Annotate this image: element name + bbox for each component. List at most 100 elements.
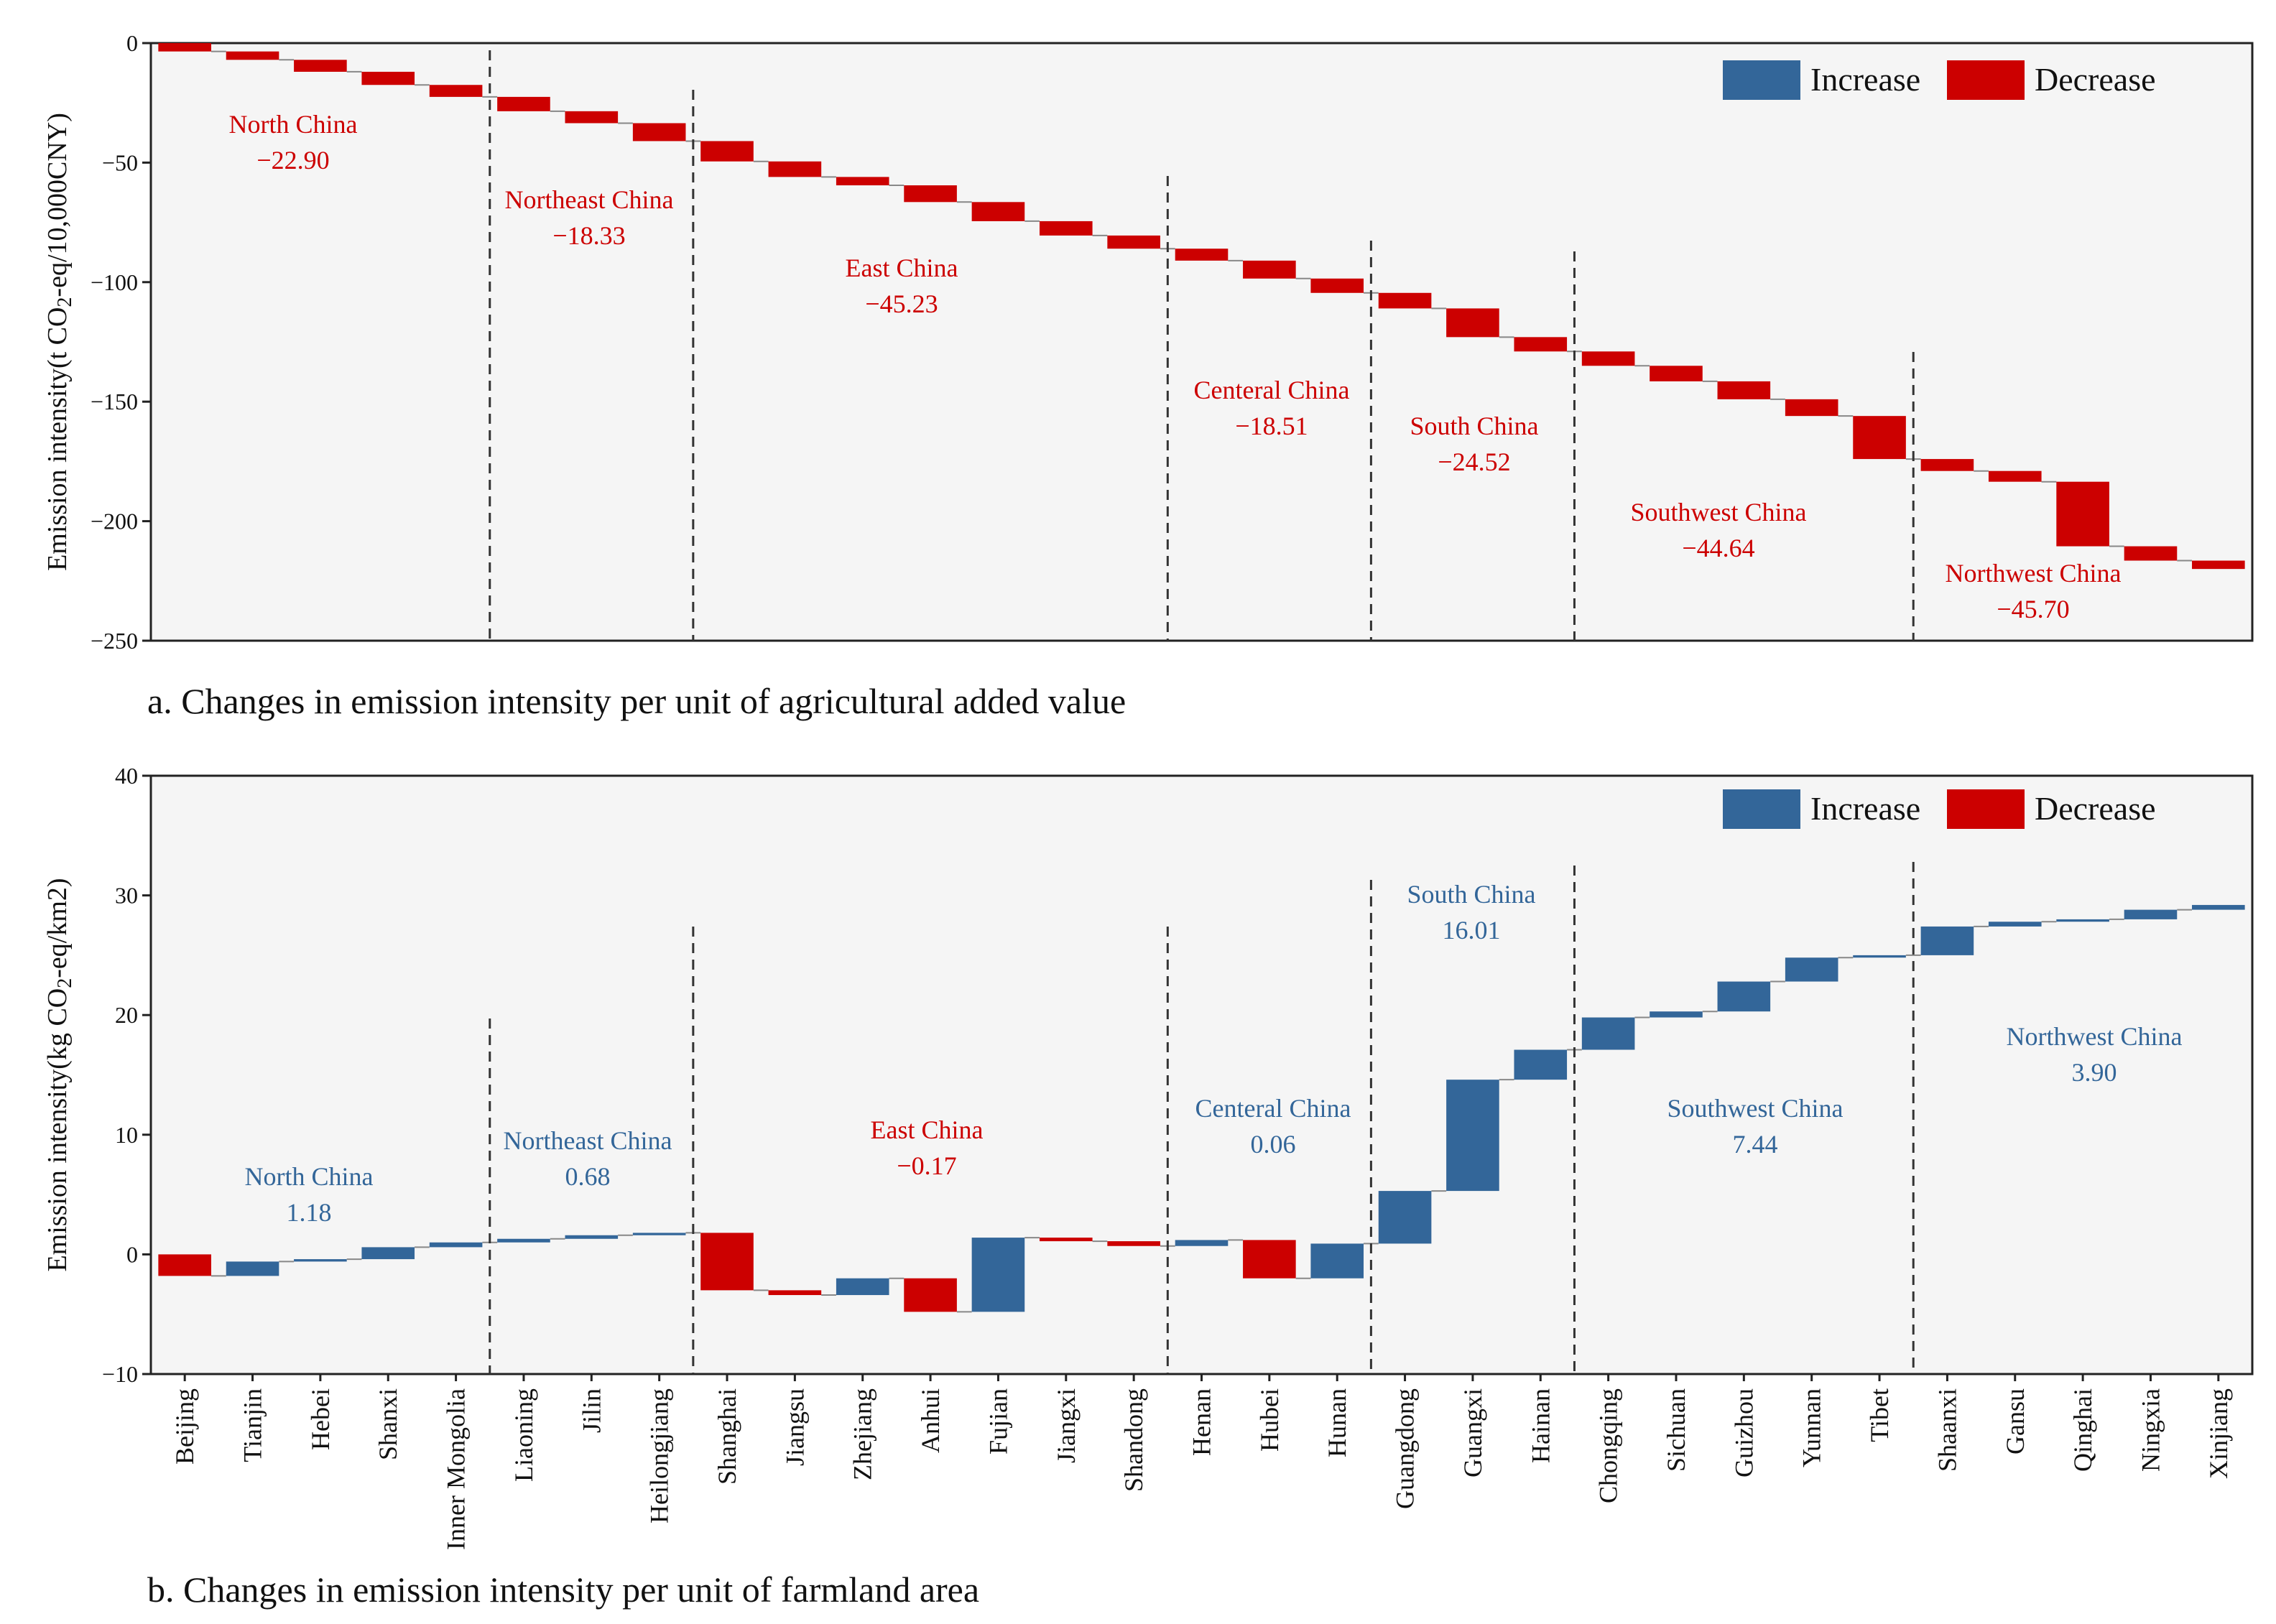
x-tick-label-shaanxi: Shaanxi: [1933, 1388, 1961, 1472]
bar-chongqing: [1581, 1017, 1635, 1050]
bar-hubei: [1243, 260, 1296, 279]
bar-inner-mongolia: [429, 85, 483, 97]
bar-tianjin: [226, 1261, 279, 1276]
bar-fujian: [971, 202, 1025, 221]
bar-jiangxi: [1039, 1238, 1093, 1242]
bar-tianjin: [226, 51, 279, 60]
x-tick-label-jiangsu: Jiangsu: [780, 1388, 809, 1466]
x-tick-label-guizhou: Guizhou: [1729, 1388, 1758, 1477]
bar-ningxia: [2124, 546, 2178, 561]
x-tick-label-yunnan: Yunnan: [1798, 1388, 1826, 1467]
x-tick-label-shandong: Shandong: [1119, 1388, 1148, 1492]
bar-ningxia: [2124, 909, 2178, 919]
bar-heilongjiang: [632, 1233, 686, 1235]
x-tick-label-qinghai: Qinghai: [2068, 1388, 2097, 1472]
bar-liaoning: [497, 96, 550, 111]
legend-swatch-decrease: [1947, 60, 2025, 100]
bar-hebei: [294, 60, 347, 72]
x-tick-label-beijing: Beijing: [170, 1388, 199, 1465]
bar-guangxi: [1446, 1080, 1499, 1192]
panel-caption: a. Changes in emission intensity per uni…: [147, 681, 1126, 721]
bar-guangxi: [1446, 308, 1499, 338]
bar-beijing: [158, 43, 211, 52]
legend-swatch-increase: [1723, 789, 1800, 829]
x-tick-label-heilongjiang: Heilongjiang: [645, 1388, 674, 1523]
y-tick-label: −10: [102, 1361, 138, 1387]
panel-a: 0 −50 −100 −150 −200 −250 Emission intensity(t…: [42, 30, 2254, 721]
panel-caption: b. Changes in emission intensity per uni…: [147, 1569, 979, 1610]
bar-shanxi: [361, 71, 415, 85]
bar-guizhou: [1717, 981, 1771, 1012]
region-label-northeast-china: Northeast China: [505, 185, 674, 214]
region-label-southwest-china: Southwest China: [1667, 1094, 1843, 1123]
legend: Increase Decrease: [1723, 60, 2156, 100]
region-value-centeral-china: −18.51: [1235, 412, 1308, 440]
bar-sichuan: [1650, 1011, 1703, 1018]
y-axis-label: Emission intensity(kg CO2-eq/km2): [42, 878, 76, 1271]
x-tick-label-jiangxi: Jiangxi: [1052, 1388, 1081, 1463]
y-tick-label: −200: [91, 509, 138, 534]
region-value-south-china: −24.52: [1438, 447, 1510, 476]
region-value-northwest-china: 3.90: [2072, 1058, 2117, 1087]
x-tick-label-xinjiang: Xinjiang: [2204, 1388, 2233, 1479]
region-value-northeast-china: −18.33: [552, 221, 625, 250]
bar-anhui: [904, 185, 957, 203]
plot-area: [149, 774, 2254, 1375]
region-value-north-china: 1.18: [287, 1198, 332, 1227]
x-tick-label-guangxi: Guangxi: [1458, 1388, 1487, 1477]
bar-jiangsu: [768, 161, 822, 177]
bar-yunnan: [1785, 399, 1838, 417]
y-tick-label: 30: [115, 883, 138, 909]
bar-tibet: [1853, 416, 1906, 460]
region-label-south-china: South China: [1407, 880, 1535, 909]
bar-qinghai: [2056, 481, 2109, 547]
region-value-east-china: −45.23: [865, 289, 938, 318]
bar-guizhou: [1717, 381, 1771, 399]
bar-hunan: [1310, 278, 1364, 293]
x-tick-label-henan: Henan: [1188, 1388, 1216, 1456]
legend-label-decrease: Decrease: [2035, 61, 2156, 98]
bar-inner-mongolia: [429, 1242, 483, 1248]
bar-shaanxi: [1920, 926, 1974, 955]
x-tick-label-chongqing: Chongqing: [1594, 1388, 1623, 1503]
region-value-east-china: −0.17: [897, 1151, 956, 1180]
x-tick-label-fujian: Fujian: [984, 1388, 1012, 1454]
x-tick-label-sichuan: Sichuan: [1662, 1388, 1690, 1472]
x-tick-label-guangdong: Guangdong: [1391, 1388, 1420, 1509]
region-label-centeral-china: Centeral China: [1195, 1094, 1351, 1123]
region-value-southwest-china: −44.64: [1682, 534, 1754, 562]
bar-hainan: [1514, 337, 1568, 352]
bar-jilin: [565, 111, 619, 124]
region-label-northeast-china: Northeast China: [504, 1126, 672, 1155]
bar-guangdong: [1378, 1191, 1432, 1244]
y-tick-label: −100: [91, 269, 138, 295]
region-label-north-china: North China: [245, 1162, 374, 1191]
y-tick-label: 20: [115, 1002, 138, 1028]
panel-b: 40 30 20 10 0 −10 Emission intensity(kg CO2-eq…: [42, 763, 2254, 1610]
bar-tibet: [1853, 955, 1906, 958]
region-value-south-china: 16.01: [1443, 916, 1501, 945]
region-label-northwest-china: Northwest China: [2007, 1022, 2183, 1051]
y-axis-label: Emission intensity(t CO2-eq/10,000CNY): [42, 113, 76, 571]
y-tick-label: 10: [115, 1122, 138, 1148]
bar-jiangsu: [768, 1290, 822, 1296]
y-tick-label: −50: [102, 149, 138, 175]
legend-label-increase: Increase: [1810, 61, 1920, 98]
bar-zhejiang: [836, 1278, 889, 1296]
bar-sichuan: [1650, 366, 1703, 381]
legend-swatch-increase: [1723, 60, 1800, 100]
bar-hebei: [294, 1259, 347, 1262]
region-label-south-china: South China: [1410, 412, 1538, 440]
bar-heilongjiang: [632, 123, 686, 141]
y-tick-label: −250: [91, 628, 138, 654]
region-label-southwest-china: Southwest China: [1630, 498, 1806, 526]
region-label-east-china: East China: [846, 254, 958, 282]
bar-hubei: [1243, 1240, 1296, 1279]
legend-swatch-decrease: [1947, 789, 2025, 829]
bar-zhejiang: [836, 177, 889, 186]
bar-beijing: [158, 1254, 211, 1276]
bar-gansu: [1988, 922, 2042, 927]
bar-shanghai: [700, 1233, 754, 1291]
bar-shaanxi: [1920, 459, 1974, 471]
